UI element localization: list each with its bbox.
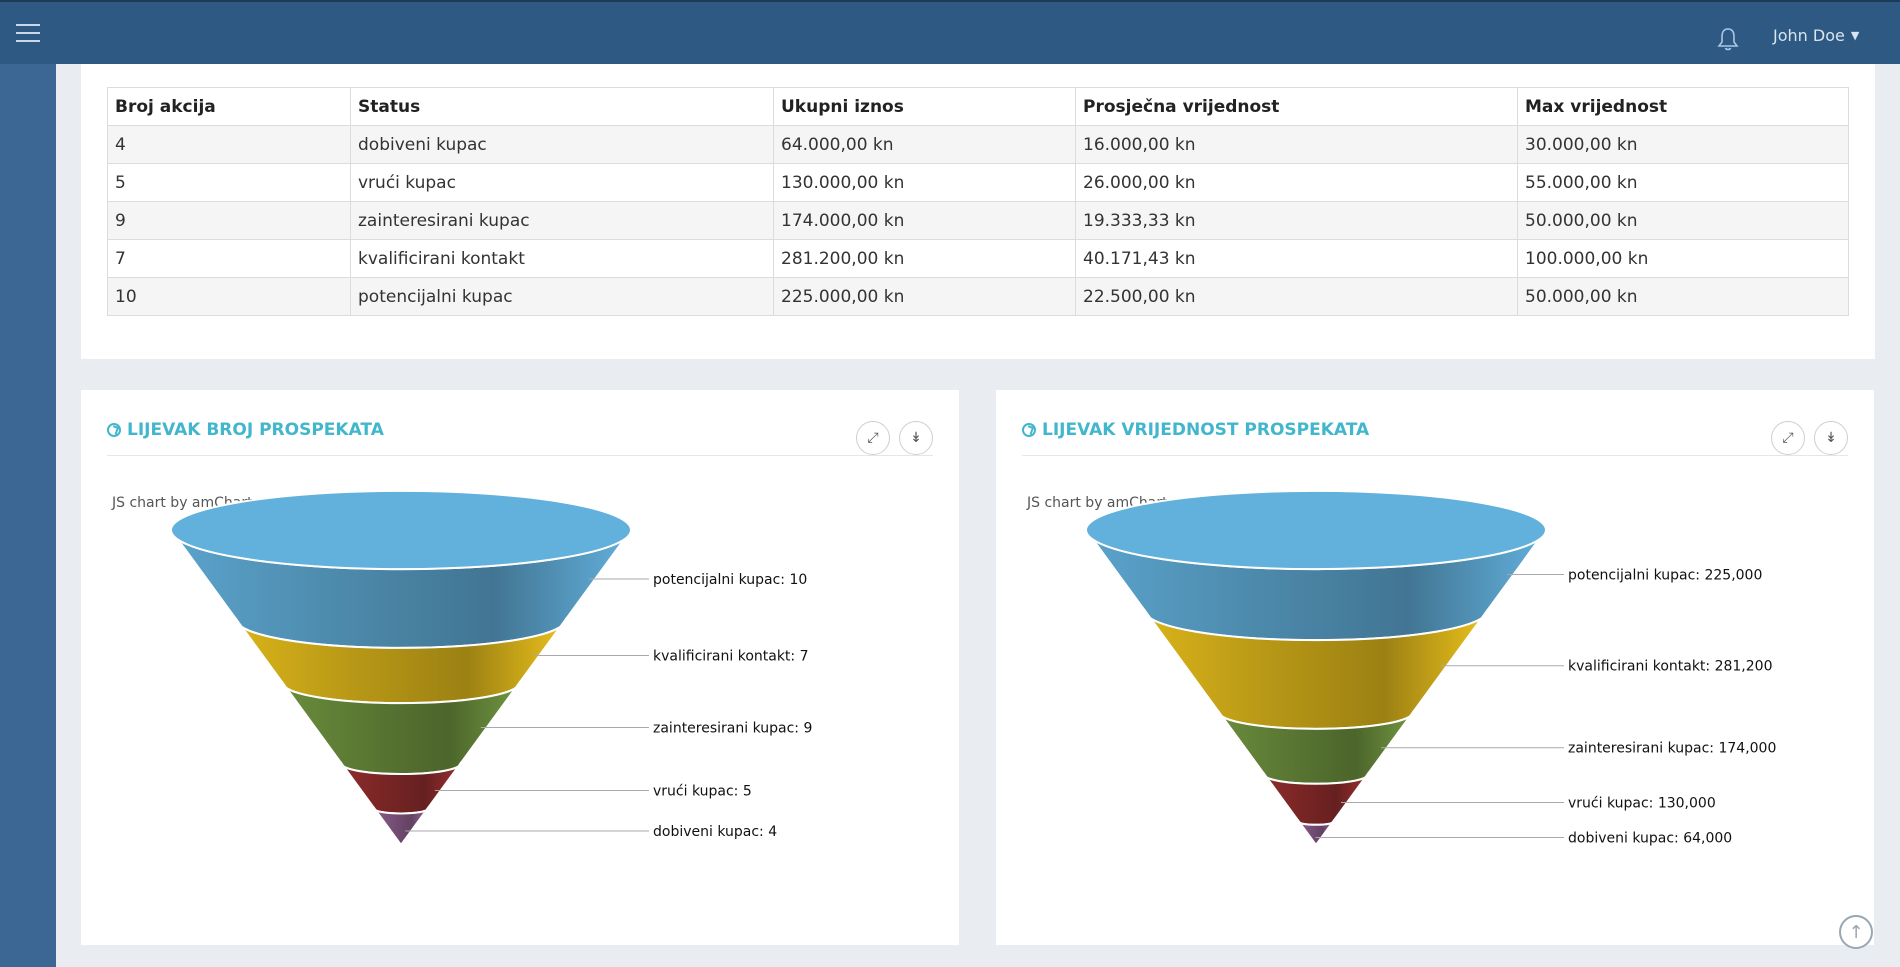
table-cell: 50.000,00 kn xyxy=(1517,277,1849,316)
funnel-label: vrući kupac: 130,000 xyxy=(1568,796,1716,812)
table-cell: 50.000,00 kn xyxy=(1517,201,1849,240)
menu-icon[interactable] xyxy=(16,24,40,42)
sidebar xyxy=(0,64,56,967)
column-header: Broj akcija xyxy=(107,87,351,126)
compass-icon xyxy=(107,423,121,437)
compass-icon xyxy=(1022,423,1036,437)
funnel-label: potencijalni kupac: 10 xyxy=(653,572,807,588)
table-cell: 30.000,00 kn xyxy=(1517,125,1849,164)
funnel-label: vrući kupac: 5 xyxy=(653,784,752,800)
table-cell: kvalificirani kontakt xyxy=(350,239,774,278)
funnel-label: zainteresirani kupac: 9 xyxy=(653,721,812,737)
table-cell: 10 xyxy=(107,277,351,316)
table-header-row: Broj akcija Status Ukupni iznos Prosječn… xyxy=(107,87,1849,126)
card-header: LIJEVAK BROJ PROSPEKATA ⤢ ↡ xyxy=(107,420,933,456)
table-cell: 100.000,00 kn xyxy=(1517,239,1849,278)
funnel-chart: potencijalni kupac: 225,000 kvalificirani… xyxy=(1084,489,1776,847)
table-cell: 130.000,00 kn xyxy=(773,163,1076,202)
table-cell: dobiveni kupac xyxy=(350,125,774,164)
top-navbar: John Doe ▼ xyxy=(0,0,1900,64)
funnel-label: potencijalni kupac: 225,000 xyxy=(1568,568,1762,584)
summary-panel: Broj akcija Status Ukupni iznos Prosječn… xyxy=(81,64,1875,359)
funnel-label: kvalificirani kontakt: 7 xyxy=(653,649,809,665)
funnel-segment[interactable] xyxy=(1298,818,1334,847)
funnel-top xyxy=(1085,489,1547,571)
table-row: 4 dobiveni kupac 64.000,00 kn 16.000,00 kn 3… xyxy=(107,125,1849,164)
table-cell: 16.000,00 kn xyxy=(1075,125,1518,164)
chevron-down-icon: ▼ xyxy=(1850,29,1860,42)
table-cell: potencijalni kupac xyxy=(350,277,774,316)
table-cell: 40.171,43 kn xyxy=(1075,239,1518,278)
funnel-value-card: LIJEVAK VRIJEDNOST PROSPEKATA ⤢ ↡ JS cha… xyxy=(996,390,1874,945)
column-header: Max vrijednost xyxy=(1517,87,1849,126)
table-cell: 174.000,00 kn xyxy=(773,201,1076,240)
table-row: 10 potencijalni kupac 225.000,00 kn 22.500,… xyxy=(107,277,1849,316)
chevron-double-down-icon: ↡ xyxy=(910,430,922,446)
table-cell: 7 xyxy=(107,239,351,278)
column-header: Ukupni iznos xyxy=(773,87,1076,126)
expand-button[interactable]: ⤢ xyxy=(1771,421,1805,455)
table-cell: 64.000,00 kn xyxy=(773,125,1076,164)
table-cell: 4 xyxy=(107,125,351,164)
table-cell: 26.000,00 kn xyxy=(1075,163,1518,202)
table-cell: zainteresirani kupac xyxy=(350,201,774,240)
bell-icon[interactable] xyxy=(1716,26,1740,52)
table-row: 7 kvalificirani kontakt 281.200,00 kn 40.17… xyxy=(107,239,1849,278)
funnel-chart: potencijalni kupac: 10 kvalificirani kont… xyxy=(169,489,812,847)
table-row: 9 zainteresirani kupac 174.000,00 kn 19.333… xyxy=(107,201,1849,240)
funnel-segment[interactable] xyxy=(373,805,429,847)
funnel-label: dobiveni kupac: 64,000 xyxy=(1568,830,1732,846)
funnel-label: kvalificirani kontakt: 281,200 xyxy=(1568,659,1772,675)
table-cell: 19.333,33 kn xyxy=(1075,201,1518,240)
card-title: LIJEVAK BROJ PROSPEKATA xyxy=(107,420,384,440)
expand-button[interactable]: ⤢ xyxy=(856,421,890,455)
funnel-label: zainteresirani kupac: 174,000 xyxy=(1568,741,1776,757)
column-header: Prosječna vrijednost xyxy=(1075,87,1518,126)
table-row: 5 vrući kupac 130.000,00 kn 26.000,00 kn 55.… xyxy=(107,163,1849,202)
funnel-count-card: LIJEVAK BROJ PROSPEKATA ⤢ ↡ JS chart by … xyxy=(81,390,959,945)
chevron-double-down-icon: ↡ xyxy=(1825,430,1837,446)
collapse-button[interactable]: ↡ xyxy=(899,421,933,455)
card-header: LIJEVAK VRIJEDNOST PROSPEKATA ⤢ ↡ xyxy=(1022,420,1848,456)
summary-table: Broj akcija Status Ukupni iznos Prosječn… xyxy=(107,87,1849,316)
table-cell: 9 xyxy=(107,201,351,240)
table-cell: 5 xyxy=(107,163,351,202)
arrow-up-icon: ↑ xyxy=(1848,921,1864,943)
expand-icon: ⤢ xyxy=(1782,430,1794,446)
user-menu[interactable]: John Doe ▼ xyxy=(1773,26,1859,45)
funnel-label: dobiveni kupac: 4 xyxy=(653,824,777,840)
scroll-to-top-button[interactable]: ↑ xyxy=(1839,915,1873,949)
table-cell: 55.000,00 kn xyxy=(1517,163,1849,202)
collapse-button[interactable]: ↡ xyxy=(1814,421,1848,455)
funnel-top xyxy=(170,489,632,571)
table-cell: 281.200,00 kn xyxy=(773,239,1076,278)
table-cell: vrući kupac xyxy=(350,163,774,202)
card-title: LIJEVAK VRIJEDNOST PROSPEKATA xyxy=(1022,420,1369,440)
column-header: Status xyxy=(350,87,774,126)
table-cell: 225.000,00 kn xyxy=(773,277,1076,316)
table-cell: 22.500,00 kn xyxy=(1075,277,1518,316)
expand-icon: ⤢ xyxy=(867,430,879,446)
user-name: John Doe xyxy=(1773,26,1845,45)
